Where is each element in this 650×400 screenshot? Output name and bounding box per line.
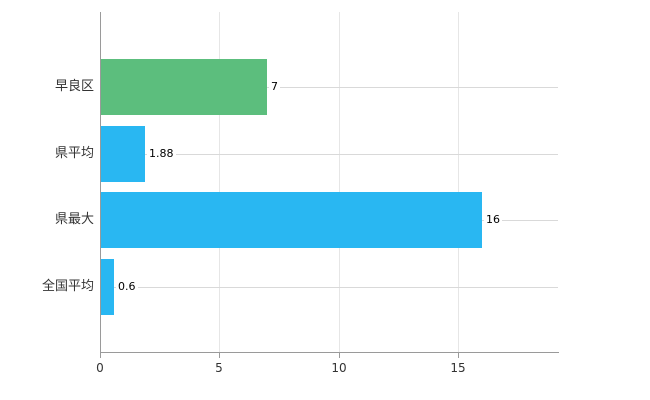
gridline xyxy=(219,12,220,352)
plot-area: 7 1.88 16 0.6 xyxy=(100,12,558,352)
x-axis-tick xyxy=(219,352,220,358)
bar-value-label: 1.88 xyxy=(147,146,176,161)
category-label: 早良区 xyxy=(54,79,94,94)
x-tick-label: 15 xyxy=(450,361,466,375)
bar-value-label: 0.6 xyxy=(116,279,138,294)
bar xyxy=(100,192,482,248)
gridline xyxy=(339,12,340,352)
category-label: 全国平均 xyxy=(41,279,94,294)
y-axis-line xyxy=(100,12,101,353)
x-axis-tick xyxy=(339,352,340,358)
x-tick-label: 5 xyxy=(215,361,223,375)
bar-value-label: 16 xyxy=(484,212,502,227)
category-label: 県最大 xyxy=(54,212,94,227)
bar-value-label: 7 xyxy=(269,79,280,94)
x-tick-label: 10 xyxy=(331,361,347,375)
gridline xyxy=(458,12,459,352)
leader-line xyxy=(267,87,558,88)
category-label: 県平均 xyxy=(54,146,94,161)
leader-line xyxy=(114,287,558,288)
x-tick-label: 0 xyxy=(96,361,104,375)
bar xyxy=(100,259,114,315)
bar xyxy=(100,126,145,182)
x-axis-tick xyxy=(100,352,101,358)
x-axis-tick xyxy=(458,352,459,358)
leader-line xyxy=(482,220,558,221)
x-axis-line xyxy=(100,352,559,353)
leader-line xyxy=(145,154,558,155)
bar xyxy=(100,59,267,115)
